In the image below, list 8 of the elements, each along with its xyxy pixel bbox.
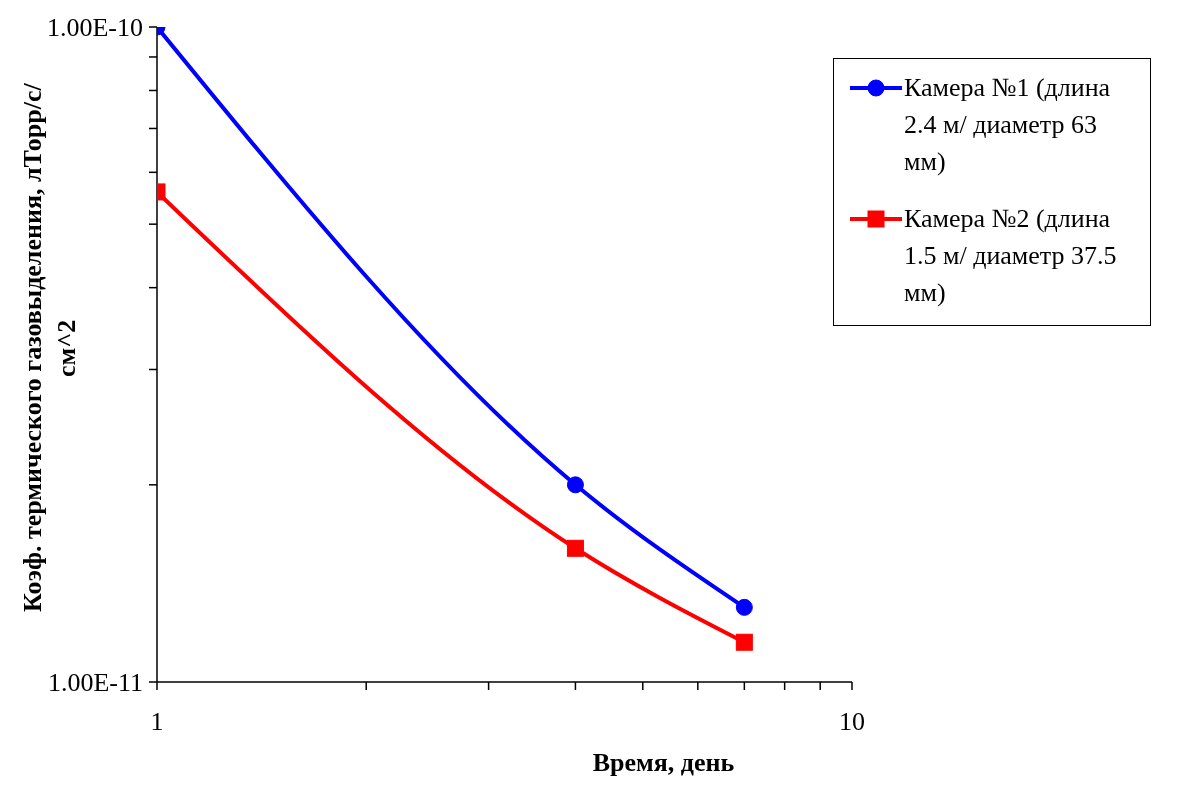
legend-label: Камера №2 (длина 1.5 м/ диаметр 37.5 мм) bbox=[904, 203, 1118, 309]
x-tick-label: 10 bbox=[839, 707, 865, 737]
y-tick-label: 1.00E-10 bbox=[46, 13, 143, 43]
y-tick-label: 1.00E-11 bbox=[47, 668, 143, 698]
legend-label: Камера №1 (длина 2.4 м/ диаметр 63 мм) bbox=[904, 72, 1112, 178]
y-axis-title: Коэф. термического газовыделения, лТорр/с/см^2 bbox=[17, 82, 82, 615]
x-axis-title: Время, день bbox=[591, 748, 736, 778]
x-tick-label: 1 bbox=[150, 707, 164, 737]
